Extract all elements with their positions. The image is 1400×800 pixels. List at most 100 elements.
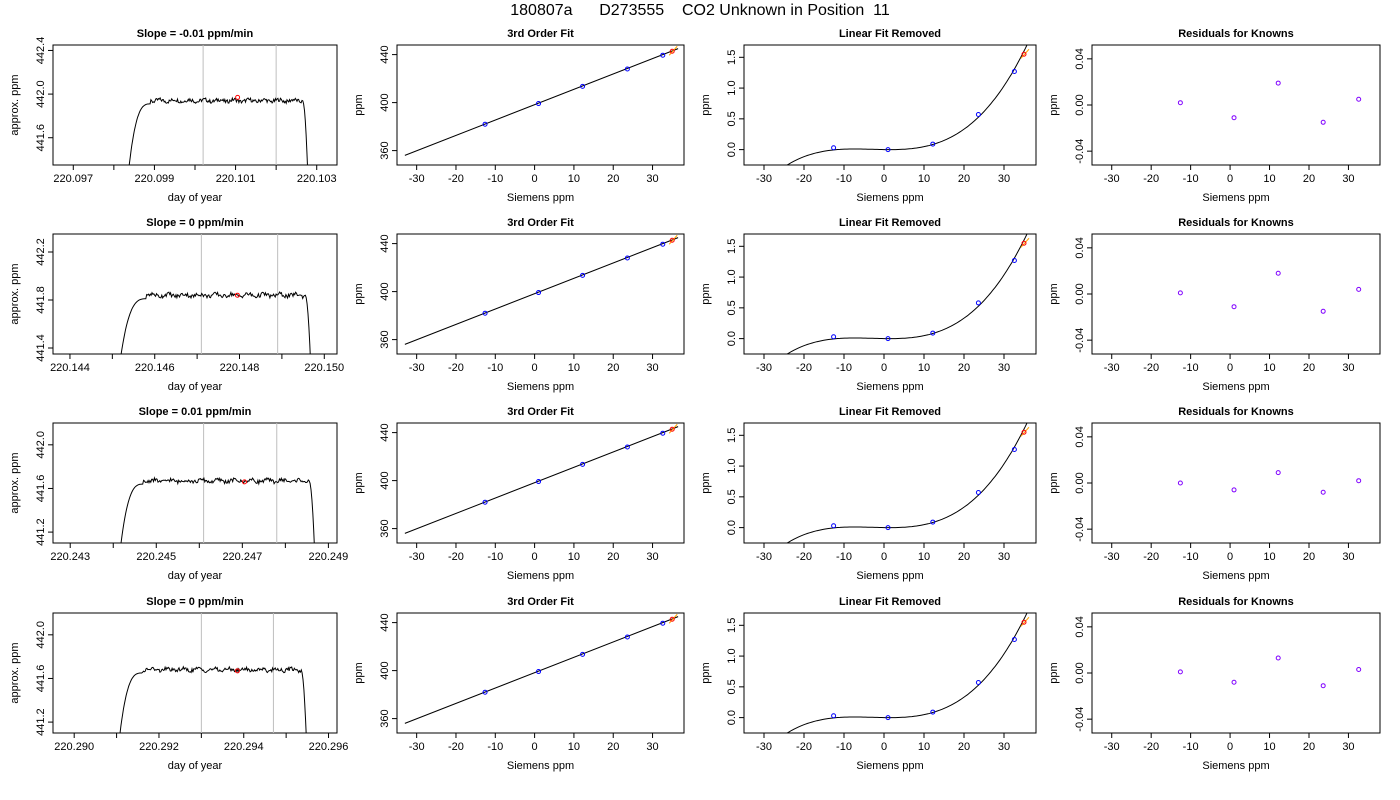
fit-curve — [786, 613, 1028, 733]
data-point — [536, 101, 542, 107]
data-point — [930, 519, 936, 525]
plot-area — [120, 423, 315, 543]
x-tick-label: -10 — [487, 551, 503, 563]
data-point — [975, 300, 981, 306]
y-tick-label: 0.0 — [726, 142, 738, 157]
unknown-point — [669, 237, 675, 243]
data-point — [482, 499, 488, 505]
y-tick-label: 1.0 — [726, 458, 738, 473]
y-tick-label: 0.00 — [1074, 283, 1086, 304]
y-tick-label: 0.0 — [726, 331, 738, 346]
data-point — [482, 310, 488, 316]
figure-title: 180807a D273555 CO2 Unknown in Position … — [510, 2, 890, 19]
data-point — [975, 112, 981, 118]
unknown-marker-tick — [1020, 237, 1030, 248]
signal-trace — [120, 476, 315, 543]
x-axis: 220.097 220.099 220.101 220.103 — [53, 165, 337, 185]
x-tick-label: 0 — [532, 173, 538, 185]
x-tick-label: -10 — [836, 741, 852, 753]
plot-area — [119, 613, 307, 733]
x-tick-label: -30 — [1104, 362, 1120, 374]
data-point — [536, 479, 542, 485]
panel-title: Slope = 0 ppm/min — [146, 596, 244, 608]
data-point — [831, 145, 837, 151]
y-axis-label: ppm — [1048, 94, 1060, 115]
y-tick-label: 0.5 — [726, 111, 738, 126]
y-tick-label: 0.5 — [726, 489, 738, 504]
x-tick-label: -20 — [448, 173, 464, 185]
x-tick-label: 0 — [881, 362, 887, 374]
panel-title: Linear Fit Removed — [839, 28, 941, 40]
y-tick-label: 0.04 — [1074, 616, 1086, 637]
y-axis: -0.04 0.00 0.04 — [1074, 426, 1092, 542]
y-tick-label: 0.00 — [1074, 94, 1086, 115]
x-axis-label: Siemens ppm — [507, 192, 574, 204]
fit-line — [404, 237, 679, 345]
plot-area — [404, 234, 679, 345]
y-tick-label: -0.04 — [1074, 707, 1086, 732]
y-tick-label: 1.5 — [726, 239, 738, 254]
x-tick-label: 10 — [568, 173, 580, 185]
data-point — [1177, 100, 1183, 106]
x-tick-label: -20 — [1143, 741, 1159, 753]
x-axis: -30 -20 -10 0 10 20 30 — [756, 733, 1010, 753]
x-tick-label: 20 — [607, 741, 619, 753]
y-tick-label: 441.2 — [35, 518, 47, 546]
x-tick-label: 20 — [1303, 362, 1315, 374]
data-point — [660, 620, 666, 626]
data-point — [1231, 679, 1237, 685]
x-axis: 220.243 220.245 220.247 220.249 — [50, 543, 348, 563]
plot-area — [1177, 655, 1362, 689]
y-tick-label: 441.8 — [35, 286, 47, 314]
x-axis-label: Siemens ppm — [856, 760, 923, 772]
panel-3-3: Linear Fit Removed -30 -20 -10 0 10 20 30 Siemen… — [700, 406, 1037, 582]
data-point — [930, 330, 936, 336]
x-tick-label: 220.150 — [304, 362, 344, 374]
y-axis-label: ppm — [700, 283, 712, 304]
x-tick-label: 220.296 — [309, 741, 349, 753]
x-tick-label: 220.247 — [222, 551, 262, 563]
unknown-point — [1021, 619, 1027, 625]
x-tick-label: 0 — [1227, 362, 1233, 374]
x-axis: -30 -20 -10 0 10 20 30 — [409, 165, 659, 185]
data-point — [1231, 115, 1237, 121]
unknown-marker-tick — [668, 423, 678, 434]
x-tick-label: 0 — [1227, 173, 1233, 185]
x-tick-label: 220.245 — [136, 551, 176, 563]
y-tick-label: 1.0 — [726, 80, 738, 95]
y-axis-label: ppm — [700, 472, 712, 493]
y-axis: 360 400 440 — [379, 45, 397, 160]
panel-title: Residuals for Knowns — [1178, 217, 1294, 229]
y-tick-label: 360 — [379, 519, 391, 537]
data-point — [885, 336, 891, 342]
panel-title: Residuals for Knowns — [1178, 596, 1294, 608]
data-point — [1320, 683, 1326, 689]
y-tick-label: 0.04 — [1074, 237, 1086, 258]
y-axis: 0.0 0.5 1.0 1.5 — [726, 618, 744, 725]
panel-title: Linear Fit Removed — [839, 217, 941, 229]
plot-frame — [1091, 422, 1381, 544]
unknown-point — [669, 616, 675, 622]
y-tick-label: 442.0 — [35, 80, 47, 108]
plot-area — [120, 234, 311, 354]
data-point — [536, 290, 542, 296]
panel-title: Slope = 0 ppm/min — [146, 217, 244, 229]
y-tick-label: 0.00 — [1074, 662, 1086, 683]
y-tick-label: 1.5 — [726, 428, 738, 443]
plot-frame — [743, 612, 1037, 734]
y-tick-label: 1.5 — [726, 50, 738, 65]
panel-title: 3rd Order Fit — [507, 406, 574, 418]
x-axis: 220.144 220.146 220.148 220.150 — [50, 354, 344, 374]
signal-trace — [120, 290, 311, 354]
data-point — [975, 490, 981, 496]
y-tick-label: 0.04 — [1074, 48, 1086, 69]
x-axis-label: Siemens ppm — [856, 381, 923, 393]
x-tick-label: 20 — [607, 551, 619, 563]
data-point — [1231, 304, 1237, 310]
x-tick-label: -10 — [836, 173, 852, 185]
x-axis: -30 -20 -10 0 10 20 30 — [1104, 354, 1355, 374]
panel-2-1: Slope = 0 ppm/min 220.144 220.146 220.148 22… — [9, 217, 344, 393]
plot-area — [128, 45, 308, 165]
x-tick-label: 30 — [998, 173, 1010, 185]
x-axis-label: Siemens ppm — [507, 381, 574, 393]
